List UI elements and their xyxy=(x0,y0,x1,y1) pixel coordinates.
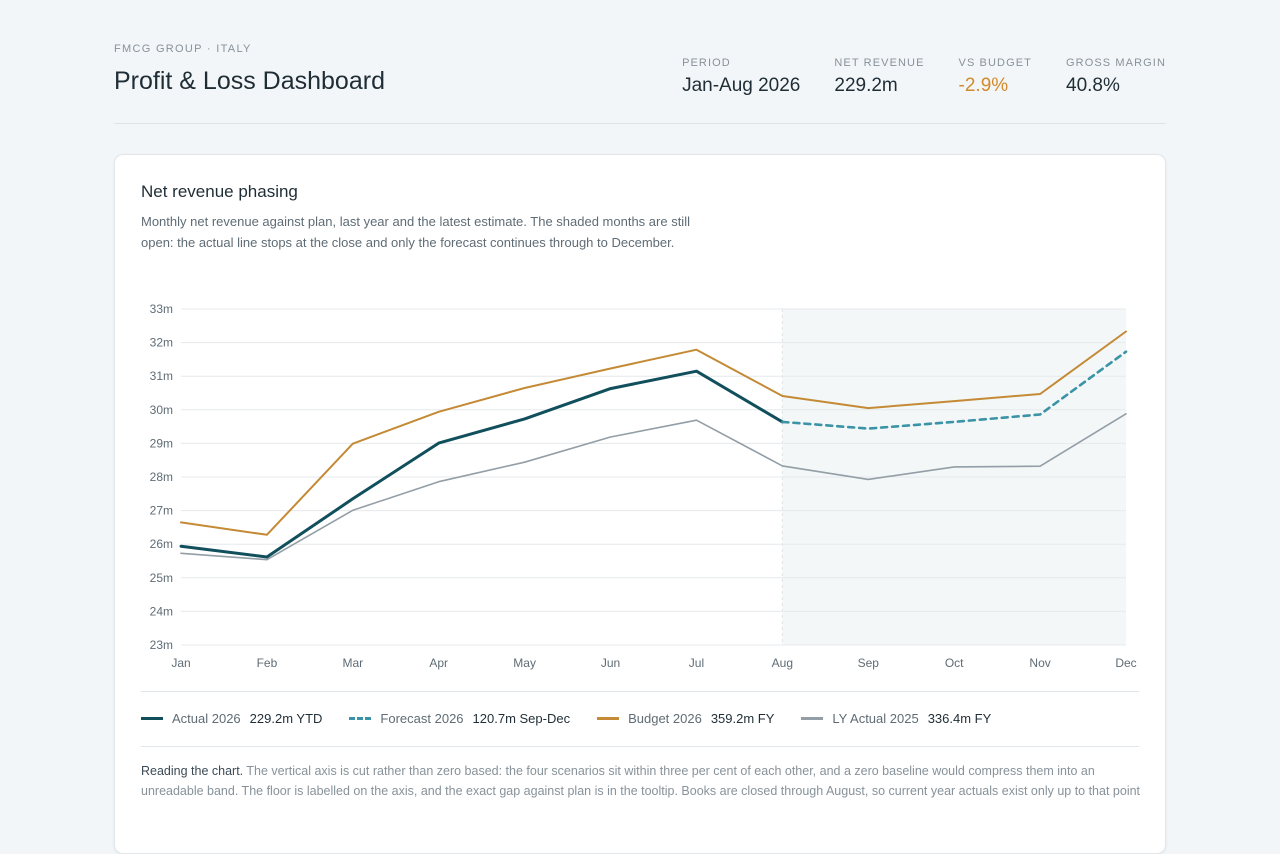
kpi-label: GROSS MARGIN xyxy=(1066,57,1166,69)
chart-reading-note: Reading the chart. The vertical axis is … xyxy=(141,761,1141,801)
legend-item-actual[interactable]: Actual 2026 229.2m YTD xyxy=(141,711,322,726)
note-lead: Reading the chart. xyxy=(141,764,244,778)
legend-value: 359.2m FY xyxy=(710,711,775,726)
x-tick-label: Mar xyxy=(342,656,363,670)
kpi-value: 229.2m xyxy=(834,75,898,96)
y-tick-label: 25m xyxy=(150,571,173,585)
kpi-strip: PERIOD Jan-Aug 2026 NET REVENUE 229.2m V… xyxy=(682,57,1166,97)
card-description: Monthly net revenue against plan, last y… xyxy=(141,214,690,250)
kpi-value: -2.9% xyxy=(958,75,1009,96)
legend-name: Forecast 2026 xyxy=(380,711,464,726)
kpi-period: PERIOD Jan-Aug 2026 xyxy=(682,57,800,97)
x-tick-label: Oct xyxy=(945,656,964,670)
y-tick-label: 31m xyxy=(150,369,173,383)
x-tick-label: Feb xyxy=(257,656,278,670)
kpi-value: Jan-Aug 2026 xyxy=(682,75,801,96)
legend-item-ly[interactable]: LY Actual 2025 336.4m FY xyxy=(801,711,991,726)
page-title: Profit & Loss Dashboard xyxy=(114,67,385,95)
legend-value: 229.2m YTD xyxy=(249,711,323,726)
y-tick-label: 23m xyxy=(150,638,173,652)
legend-item-budget[interactable]: Budget 2026 359.2m FY xyxy=(597,711,774,726)
kpi-label: PERIOD xyxy=(682,57,731,69)
legend-name: Actual 2026 xyxy=(172,711,241,726)
note-body: The vertical axis is cut rather than zer… xyxy=(141,764,1141,798)
legend-name: LY Actual 2025 xyxy=(832,711,919,726)
legend-swatch xyxy=(141,717,163,720)
kpi-label: VS BUDGET xyxy=(958,57,1032,69)
revenue-line-chart[interactable]: 33m 32m 31m 30m 29m 28m 27m 26m 25m 24m 23m Jan Feb M… xyxy=(115,155,1167,685)
series-line-ly xyxy=(180,412,1127,561)
x-tick-label: Jul xyxy=(689,656,704,670)
y-tick-label: 27m xyxy=(150,504,173,518)
legend-swatch xyxy=(349,717,372,720)
y-tick-label: 29m xyxy=(150,436,173,450)
series-line-actual xyxy=(179,369,784,559)
legend-item-forecast[interactable]: Forecast 2026 120.7m Sep-Dec xyxy=(349,711,570,726)
kpi-value: 40.8% xyxy=(1066,75,1120,96)
x-tick-label: Nov xyxy=(1029,656,1050,670)
y-tick-label: 26m xyxy=(150,537,173,551)
legend-swatch xyxy=(801,717,824,720)
revenue-phasing-card: Net revenue phasing Monthly net revenue … xyxy=(114,154,1166,854)
legend-value: 120.7m Sep-Dec xyxy=(472,711,571,726)
company-eyebrow: FMCG GROUP · ITALY xyxy=(114,43,252,55)
legend-name: Budget 2026 xyxy=(628,711,702,726)
series-line-forecast xyxy=(781,350,1128,430)
y-tick-label: 33m xyxy=(150,302,173,316)
x-tick-label: Jan xyxy=(171,656,190,670)
kpi-gross-margin: GROSS MARGIN 40.8% xyxy=(1066,57,1166,97)
legend-value: 336.4m FY xyxy=(927,711,992,726)
legend: Actual 2026 229.2m YTD Forecast 2026 120.7m… xyxy=(141,691,1139,747)
series-line-budget xyxy=(180,330,1127,536)
x-tick-label: Dec xyxy=(1115,656,1136,670)
y-tick-label: 30m xyxy=(150,403,173,417)
legend-items: Actual 2026 229.2m YTD Forecast 2026 120.7m… xyxy=(141,711,991,726)
y-tick-label: 32m xyxy=(150,336,173,350)
y-tick-label: 28m xyxy=(150,470,173,484)
kpi-vs-budget: VS BUDGET -2.9% xyxy=(959,57,1032,97)
header-divider xyxy=(114,123,1166,124)
kpi-net-revenue: NET REVENUE 229.2m xyxy=(834,57,924,97)
kpi-label: NET REVENUE xyxy=(834,57,925,69)
x-tick-label: May xyxy=(513,656,536,670)
card-title: Net revenue phasing xyxy=(141,182,298,201)
y-tick-label: 24m xyxy=(150,604,173,618)
x-tick-label: Jun xyxy=(601,656,620,670)
x-tick-label: Sep xyxy=(858,656,880,670)
x-tick-label: Apr xyxy=(429,656,448,670)
legend-swatch xyxy=(597,717,620,720)
x-tick-label: Aug xyxy=(772,656,793,670)
